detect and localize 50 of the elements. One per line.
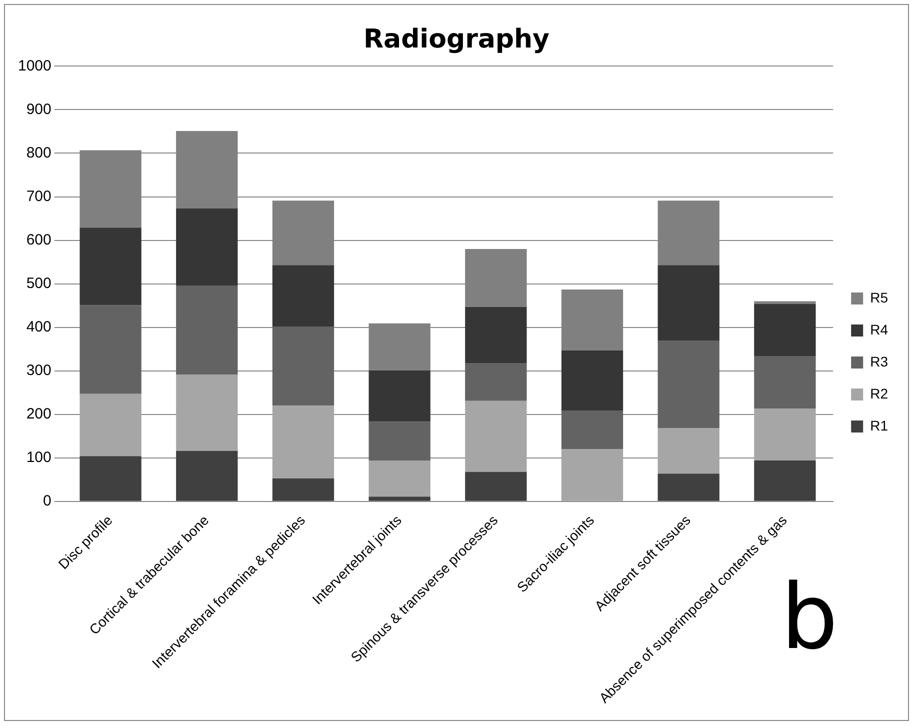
bar [658, 265, 720, 341]
bar [754, 460, 816, 501]
bar [272, 406, 334, 478]
bar [80, 228, 142, 306]
y-tick-label: 300 [26, 362, 52, 379]
bar [368, 422, 430, 461]
bar [465, 400, 527, 472]
legend-label: R3 [870, 353, 888, 370]
y-tick-label: 600 [26, 231, 52, 248]
bar [658, 474, 720, 501]
bar [754, 356, 816, 409]
y-tick-label: 0 [43, 492, 52, 510]
bar [561, 350, 624, 410]
y-tick-label: 800 [26, 144, 52, 162]
bar [176, 374, 238, 451]
bar [176, 450, 238, 501]
legend-label: R4 [870, 321, 888, 338]
bar [176, 286, 238, 375]
bar [658, 428, 720, 474]
y-tick-label: 1000 [18, 57, 52, 74]
bar [368, 496, 430, 501]
bar [465, 472, 527, 501]
y-tick-label: 400 [26, 318, 52, 336]
bar [754, 304, 816, 356]
legend-label: R5 [870, 289, 888, 306]
bar [368, 460, 430, 497]
bar [272, 478, 334, 501]
bar [368, 370, 430, 422]
bar [561, 410, 624, 450]
y-tick-label: 100 [26, 449, 52, 466]
bar [754, 301, 816, 304]
bar [465, 363, 527, 401]
legend-label: R2 [870, 385, 888, 402]
bar [561, 449, 624, 501]
bar [80, 456, 142, 501]
bar [176, 208, 238, 286]
bar [80, 305, 142, 394]
bar [465, 306, 527, 364]
legend-label: R1 [870, 417, 888, 434]
chart-title: Radiography [364, 24, 550, 54]
bar [272, 265, 334, 326]
y-tick-label: 500 [26, 274, 52, 292]
bar [754, 408, 816, 461]
bar [80, 394, 142, 456]
y-tick-label: 200 [26, 406, 52, 423]
bar [658, 340, 720, 428]
y-tick-label: 700 [26, 188, 52, 205]
bar [272, 326, 334, 406]
text: b [780, 565, 838, 670]
y-tick-label: 900 [26, 100, 52, 118]
